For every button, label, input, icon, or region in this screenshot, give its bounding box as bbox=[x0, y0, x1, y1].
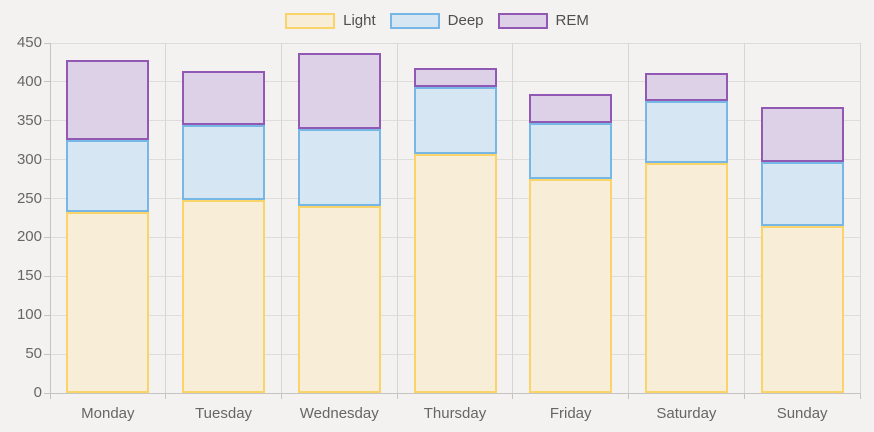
vertical-gridline bbox=[165, 43, 167, 393]
y-axis-tick bbox=[44, 198, 50, 200]
y-axis-label: 400 bbox=[16, 72, 42, 90]
x-axis-line bbox=[50, 392, 860, 394]
y-axis-tick bbox=[44, 120, 50, 122]
y-axis-tick bbox=[44, 353, 50, 355]
plot-area bbox=[50, 42, 861, 393]
x-axis-tick bbox=[743, 393, 745, 399]
y-axis-label: 50 bbox=[25, 345, 42, 363]
bar-segment-saturday-deep[interactable] bbox=[644, 100, 728, 163]
bar-segment-sunday-rem[interactable] bbox=[760, 106, 844, 162]
y-axis-tick bbox=[44, 236, 50, 238]
legend-swatch-rem bbox=[497, 12, 548, 29]
legend-swatch-deep bbox=[389, 12, 440, 29]
bar-segment-thursday-light[interactable] bbox=[413, 154, 497, 393]
vertical-gridline bbox=[512, 43, 514, 393]
x-axis-tick bbox=[512, 393, 514, 399]
y-axis-label: 350 bbox=[16, 111, 42, 129]
x-axis-tick bbox=[165, 393, 167, 399]
bar-segment-wednesday-rem[interactable] bbox=[297, 53, 381, 129]
vertical-gridline bbox=[628, 43, 630, 393]
legend-label-deep: Deep bbox=[447, 12, 484, 29]
y-axis-tick bbox=[44, 275, 50, 277]
bar-segment-monday-rem[interactable] bbox=[66, 60, 150, 141]
bar-segment-friday-deep[interactable] bbox=[529, 123, 613, 180]
bar-segment-sunday-light[interactable] bbox=[760, 225, 844, 393]
y-axis-tick bbox=[44, 314, 50, 316]
y-axis-label: 300 bbox=[16, 150, 42, 168]
bar-segment-sunday-deep[interactable] bbox=[760, 162, 844, 226]
x-axis-tick bbox=[396, 393, 398, 399]
x-axis-label: Tuesday bbox=[195, 405, 253, 422]
bar-segment-monday-deep[interactable] bbox=[66, 140, 150, 212]
vertical-gridline bbox=[396, 43, 398, 393]
x-axis-tick bbox=[49, 393, 51, 399]
bar-segment-wednesday-deep[interactable] bbox=[297, 128, 381, 207]
y-axis-tick bbox=[44, 81, 50, 83]
horizontal-gridline bbox=[50, 42, 860, 44]
vertical-gridline bbox=[280, 43, 282, 393]
chart-legend: Light Deep REM bbox=[0, 12, 874, 29]
y-axis-line bbox=[49, 43, 51, 398]
y-axis-label: 250 bbox=[16, 189, 42, 207]
y-axis-label: 450 bbox=[16, 34, 42, 51]
bar-segment-wednesday-light[interactable] bbox=[297, 206, 381, 393]
vertical-gridline bbox=[743, 43, 745, 393]
bar-segment-friday-rem[interactable] bbox=[529, 93, 613, 124]
x-axis-tick bbox=[628, 393, 630, 399]
x-axis-label: Friday bbox=[549, 405, 592, 422]
x-axis-label: Thursday bbox=[423, 405, 487, 422]
legend-item-light[interactable]: Light bbox=[285, 12, 376, 29]
bar-segment-tuesday-deep[interactable] bbox=[182, 124, 266, 201]
x-axis-label: Sunday bbox=[776, 405, 828, 422]
legend-label-rem: REM bbox=[555, 12, 589, 29]
vertical-gridline bbox=[859, 43, 861, 393]
x-axis-tick bbox=[280, 393, 282, 399]
y-axis-tick bbox=[44, 42, 50, 44]
legend-item-deep[interactable]: Deep bbox=[389, 12, 484, 29]
bar-segment-friday-light[interactable] bbox=[529, 179, 613, 393]
bar-segment-thursday-rem[interactable] bbox=[413, 67, 497, 88]
x-axis-label: Saturday bbox=[656, 405, 717, 422]
y-axis-label: 100 bbox=[16, 306, 42, 324]
x-axis-tick bbox=[859, 393, 861, 399]
bar-segment-tuesday-light[interactable] bbox=[182, 200, 266, 393]
legend-swatch-light bbox=[285, 12, 336, 29]
y-axis-label: 200 bbox=[16, 228, 42, 246]
x-axis-label: Wednesday bbox=[299, 405, 379, 422]
bar-segment-monday-light[interactable] bbox=[66, 211, 150, 393]
y-axis-tick bbox=[44, 392, 50, 394]
legend-label-light: Light bbox=[343, 12, 376, 29]
x-axis-label: Monday bbox=[81, 405, 135, 422]
bar-segment-thursday-deep[interactable] bbox=[413, 87, 497, 155]
legend-item-rem[interactable]: REM bbox=[497, 12, 589, 29]
y-axis-label: 150 bbox=[16, 267, 42, 285]
bar-segment-saturday-rem[interactable] bbox=[644, 72, 728, 101]
y-axis-label: 0 bbox=[33, 384, 42, 401]
bar-segment-tuesday-rem[interactable] bbox=[182, 71, 266, 125]
y-axis-tick bbox=[44, 159, 50, 161]
bar-segment-saturday-light[interactable] bbox=[644, 162, 728, 393]
